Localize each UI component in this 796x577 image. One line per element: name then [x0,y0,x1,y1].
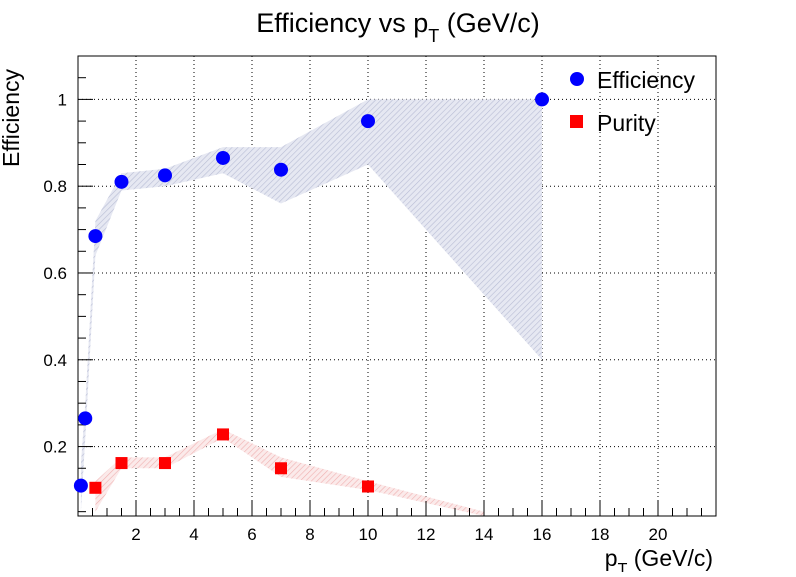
x-tick-label: 6 [247,525,256,544]
legend-efficiency-marker [570,72,584,86]
x-tick-label: 12 [417,525,436,544]
efficiency-point [88,229,103,244]
efficiency-point [535,92,549,107]
efficiency-point [114,174,129,189]
chart-title: Efficiency vs pT (GeV/c) [256,8,540,46]
x-tick-label: 20 [649,525,668,544]
y-tick-label: 0.8 [43,177,67,196]
legend-efficiency-label: Efficiency [597,67,696,93]
y-axis-label: Efficiency [0,68,24,167]
legend-purity-marker [570,115,583,128]
legend: Efficiency Purity [570,67,696,136]
efficiency-point [78,411,93,426]
data-points [73,92,549,494]
y-tick-label: 0.2 [43,438,67,457]
purity-point [217,428,229,441]
x-tick-label: 2 [131,525,140,544]
efficiency-point [158,168,172,183]
purity-band [95,429,485,516]
tick-labels: 2 4 6 8 10 12 14 16 18 20 0.2 0.4 0.6 0.8 1 [43,90,667,544]
efficiency-point [216,150,230,165]
x-axis-label: pT (GeV/c) [605,545,713,572]
purity-point [362,480,374,493]
efficiency-point [361,114,375,129]
axis-ticks [78,77,702,516]
x-tick-label: 14 [475,525,494,544]
purity-point [275,462,287,475]
y-tick-label: 0.4 [43,351,67,370]
purity-point [159,457,171,470]
purity-point [115,457,128,470]
x-tick-label: 16 [533,525,552,544]
efficiency-point [274,162,288,177]
purity-point [89,481,102,494]
efficiency-band [80,99,543,512]
x-tick-label: 4 [189,525,198,544]
uncertainty-bands [80,99,543,516]
efficiency-point [73,478,88,493]
legend-purity-label: Purity [597,110,656,136]
x-tick-label: 8 [305,525,314,544]
x-tick-label: 18 [591,525,610,544]
y-tick-label: 0.6 [43,264,67,283]
y-tick-label: 1 [58,90,67,109]
x-tick-label: 10 [359,525,378,544]
